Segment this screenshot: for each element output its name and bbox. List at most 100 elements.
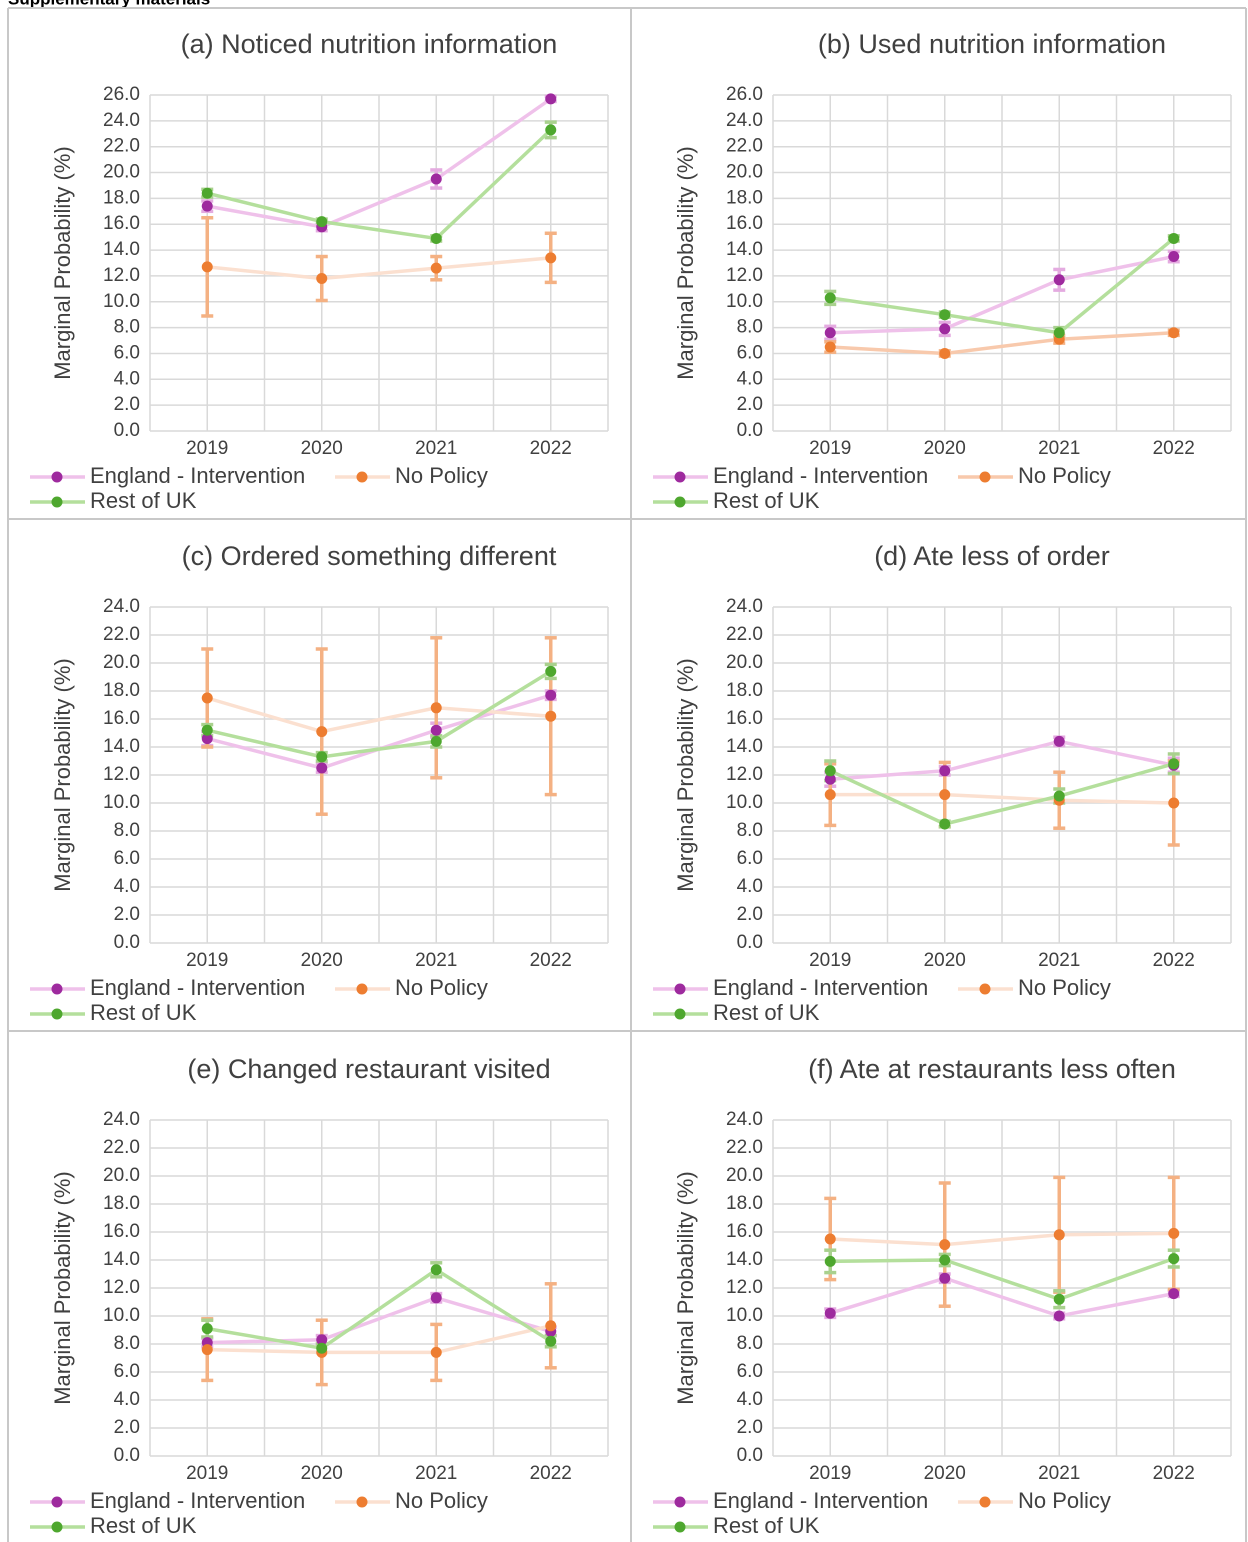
data-point <box>545 1320 557 1332</box>
x-tick-label: 2019 <box>809 438 851 459</box>
y-tick-label: 4.0 <box>737 1389 763 1410</box>
x-tick-label: 2019 <box>186 950 228 971</box>
data-point <box>1168 1253 1180 1265</box>
y-tick-label: 2.0 <box>114 1417 140 1438</box>
chart-title: (f) Ate at restaurants less often <box>808 1054 1176 1084</box>
series-line <box>830 792 1174 805</box>
y-tick-label: 8.0 <box>114 1333 140 1354</box>
y-tick-label: 24.0 <box>726 596 763 617</box>
y-tick-label: 14.0 <box>103 239 140 260</box>
y-tick-label: 20.0 <box>103 162 140 183</box>
legend-swatch-marker <box>674 496 686 508</box>
y-tick-label: 14.0 <box>726 1249 763 1270</box>
legend-swatch-marker <box>356 1496 368 1508</box>
y-tick-label: 26.0 <box>726 84 763 105</box>
y-tick-label: 4.0 <box>737 876 763 897</box>
y-tick-label: 22.0 <box>726 136 763 157</box>
y-tick-label: 12.0 <box>726 1277 763 1298</box>
data-point <box>430 173 442 185</box>
data-point <box>201 692 213 704</box>
data-point <box>1053 1310 1065 1322</box>
y-tick-label: 8.0 <box>114 820 140 841</box>
y-tick-label: 8.0 <box>737 317 763 338</box>
data-point <box>316 762 328 774</box>
x-tick-label: 2021 <box>1038 950 1080 971</box>
data-point <box>1053 1229 1065 1241</box>
x-tick-label: 2021 <box>1038 438 1080 459</box>
data-point <box>316 1334 328 1346</box>
legend-label: No Policy <box>395 975 488 1000</box>
data-point <box>939 1254 951 1266</box>
x-tick-label: 2022 <box>1153 950 1195 971</box>
data-point <box>824 1233 836 1245</box>
y-tick-label: 6.0 <box>114 848 140 869</box>
x-tick-label: 2022 <box>1153 1463 1195 1484</box>
series-line <box>829 1276 1175 1318</box>
y-tick-label: 0.0 <box>114 932 140 953</box>
legend-swatch-marker <box>674 1008 686 1020</box>
y-tick-label: 22.0 <box>103 624 140 645</box>
y-tick-label: 20.0 <box>103 1165 140 1186</box>
data-point <box>201 1323 213 1335</box>
legend-label: No Policy <box>1018 1488 1111 1513</box>
y-tick-label: 4.0 <box>737 368 763 389</box>
x-tick-label: 2019 <box>809 950 851 971</box>
y-tick-label: 10.0 <box>103 1305 140 1326</box>
legend-label: Rest of UK <box>713 1000 820 1025</box>
data-point <box>545 665 557 677</box>
y-tick-label: 18.0 <box>103 1193 140 1214</box>
data-point <box>545 252 557 264</box>
y-tick-label: 6.0 <box>737 848 763 869</box>
y-tick-label: 2.0 <box>114 394 140 415</box>
data-point <box>201 187 213 199</box>
data-point <box>939 323 951 335</box>
data-point <box>1053 274 1065 286</box>
y-tick-label: 6.0 <box>114 1361 140 1382</box>
data-point <box>430 702 442 714</box>
data-point <box>824 341 836 353</box>
series-line <box>207 256 551 281</box>
data-point <box>201 261 213 273</box>
y-tick-label: 4.0 <box>114 1389 140 1410</box>
data-point <box>430 1264 442 1276</box>
y-tick-label: 8.0 <box>737 1333 763 1354</box>
y-tick-label: 24.0 <box>103 110 140 131</box>
legend-label: England - Intervention <box>713 975 928 1000</box>
series-line <box>829 762 1175 826</box>
y-tick-label: 20.0 <box>103 652 140 673</box>
y-tick-label: 12.0 <box>726 764 763 785</box>
data-point <box>545 689 557 701</box>
legend-label: No Policy <box>1018 463 1111 488</box>
y-tick-label: 4.0 <box>114 368 140 389</box>
data-point <box>1053 735 1065 747</box>
y-tick-label: 24.0 <box>103 1109 140 1130</box>
y-axis-label: Marginal Probability (%) <box>50 658 75 892</box>
legend-label: No Policy <box>1018 975 1111 1000</box>
data-point <box>824 1307 836 1319</box>
data-point <box>201 200 213 212</box>
series-line <box>830 1231 1174 1247</box>
x-tick-label: 2022 <box>530 1463 572 1484</box>
y-axis-label: Marginal Probability (%) <box>50 146 75 380</box>
series-line <box>830 331 1174 356</box>
page-header: Supplementary materials <box>8 0 210 8</box>
legend-label: Rest of UK <box>713 488 820 513</box>
data-point <box>939 1239 951 1251</box>
data-point <box>824 773 836 785</box>
y-tick-label: 10.0 <box>103 792 140 813</box>
data-point <box>430 232 442 244</box>
data-point <box>316 751 328 763</box>
data-point <box>939 347 951 359</box>
y-tick-label: 18.0 <box>726 187 763 208</box>
series-line <box>206 696 551 734</box>
data-point <box>1168 232 1180 244</box>
legend-label: England - Intervention <box>90 975 305 1000</box>
data-point <box>939 309 951 321</box>
y-tick-label: 8.0 <box>737 820 763 841</box>
legend-swatch-marker <box>356 983 368 995</box>
legend-label: Rest of UK <box>90 1000 197 1025</box>
chart-title: (d) Ate less of order <box>874 541 1110 571</box>
data-point <box>201 733 213 745</box>
y-tick-label: 0.0 <box>114 420 140 441</box>
legend-label: England - Intervention <box>90 1488 305 1513</box>
